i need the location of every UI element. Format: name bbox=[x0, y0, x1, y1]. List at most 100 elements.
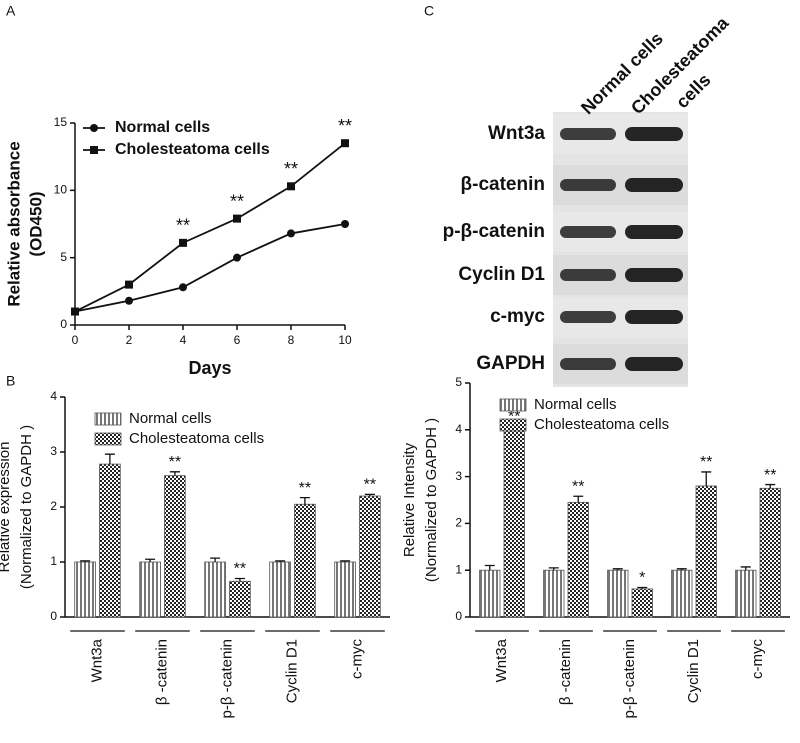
y-tick-label: 10 bbox=[54, 183, 68, 197]
x-tick-label: β -catenin bbox=[153, 639, 170, 705]
y-tick-label: 15 bbox=[54, 115, 68, 129]
significance: ** bbox=[338, 116, 352, 136]
significance: * bbox=[639, 570, 645, 587]
legend-label: Normal cells bbox=[129, 410, 212, 427]
point bbox=[287, 229, 295, 238]
x-tick-label: c-myc bbox=[749, 639, 766, 679]
error-bar bbox=[340, 560, 351, 562]
significance: ** bbox=[572, 478, 584, 495]
point bbox=[71, 307, 79, 316]
x-tick-label: p-β -catenin bbox=[621, 639, 638, 719]
error-bar bbox=[80, 560, 91, 562]
error-bar bbox=[701, 471, 712, 486]
error-bar bbox=[740, 566, 751, 571]
bar bbox=[671, 569, 693, 618]
y-axis-label: (Normalized to GAPDH ) bbox=[423, 418, 440, 582]
legend-label: Cholesteatoma cells bbox=[115, 141, 270, 158]
bar bbox=[567, 501, 589, 618]
error-bar bbox=[104, 453, 115, 465]
bar bbox=[269, 561, 291, 618]
significance: ** bbox=[764, 467, 776, 484]
significance: ** bbox=[299, 480, 311, 497]
y-tick-label: 0 bbox=[60, 317, 67, 331]
blot-row-label: GAPDH bbox=[476, 353, 545, 374]
y-tick-label: 2 bbox=[50, 499, 57, 513]
error-bar bbox=[637, 586, 648, 589]
significance: ** bbox=[364, 477, 376, 494]
legend-label: Normal cells bbox=[534, 396, 617, 413]
legend-swatch bbox=[499, 418, 527, 432]
error-bar bbox=[676, 568, 687, 571]
panel-label: B bbox=[6, 373, 15, 389]
x-tick-label: 6 bbox=[234, 333, 241, 347]
blot-band bbox=[560, 226, 616, 238]
blot-band bbox=[625, 178, 683, 192]
bar bbox=[631, 588, 653, 618]
point bbox=[233, 253, 241, 262]
x-tick-label: 8 bbox=[288, 333, 295, 347]
error-bar bbox=[145, 558, 156, 562]
error-bar bbox=[169, 471, 180, 476]
blot-band bbox=[625, 225, 683, 239]
blot-band bbox=[560, 179, 616, 191]
blot-row-label: Cyclin D1 bbox=[458, 264, 545, 285]
x-tick-label: 0 bbox=[72, 333, 79, 347]
bar bbox=[204, 561, 226, 618]
bar bbox=[503, 429, 525, 618]
bar bbox=[294, 503, 316, 618]
x-tick-label: 4 bbox=[180, 333, 187, 347]
blot-band bbox=[625, 310, 683, 324]
x-tick-label: 2 bbox=[126, 333, 133, 347]
bar bbox=[695, 485, 717, 618]
legend-swatch bbox=[499, 398, 527, 412]
point bbox=[90, 146, 98, 154]
legend-label: Cholesteatoma cells bbox=[534, 416, 669, 433]
blot-row-label: p-β-catenin bbox=[443, 221, 545, 242]
blot-band bbox=[625, 127, 683, 141]
x-tick-label: Cyclin D1 bbox=[283, 639, 300, 703]
bar bbox=[99, 463, 121, 618]
error-bar bbox=[299, 497, 310, 505]
x-tick-label: p-β -catenin bbox=[218, 639, 235, 719]
bar bbox=[139, 561, 161, 618]
y-axis-label: (OD450) bbox=[26, 191, 45, 256]
y-axis-label: Relative expression bbox=[0, 442, 13, 573]
bar bbox=[479, 569, 501, 618]
blot-band bbox=[560, 358, 616, 370]
legend-swatch bbox=[94, 432, 122, 446]
y-tick-label: 5 bbox=[455, 375, 462, 389]
significance: ** bbox=[169, 454, 181, 471]
error-bar bbox=[548, 567, 559, 571]
blot-band bbox=[625, 268, 683, 282]
x-tick-label: Wnt3a bbox=[493, 638, 510, 682]
panel-label: C bbox=[424, 3, 434, 19]
significance: ** bbox=[284, 159, 298, 179]
significance: ** bbox=[700, 454, 712, 471]
y-axis-label: Relative absorbance bbox=[4, 141, 23, 306]
bar bbox=[607, 569, 629, 618]
error-bar bbox=[364, 493, 375, 496]
point bbox=[125, 296, 133, 305]
point bbox=[90, 124, 98, 132]
y-tick-label: 0 bbox=[455, 609, 462, 623]
x-tick-label: β -catenin bbox=[557, 639, 574, 705]
point bbox=[179, 283, 187, 292]
y-axis-label: (Normalized to GAPDH ) bbox=[18, 425, 35, 589]
y-tick-label: 4 bbox=[50, 389, 57, 403]
error-bar bbox=[234, 577, 245, 582]
bar bbox=[74, 561, 96, 618]
y-axis-label: Relative Intensity bbox=[401, 442, 418, 557]
blot-band bbox=[625, 357, 683, 371]
error-bar bbox=[210, 557, 221, 562]
bar bbox=[334, 561, 356, 618]
blot-band bbox=[560, 128, 616, 140]
point bbox=[287, 182, 295, 191]
error-bar bbox=[484, 564, 495, 571]
blot-row-label: β-catenin bbox=[461, 174, 545, 195]
legend-label: Normal cells bbox=[115, 119, 210, 136]
y-tick-label: 2 bbox=[455, 516, 462, 530]
bar bbox=[759, 487, 781, 618]
series-line bbox=[74, 142, 346, 313]
legend-label: Cholesteatoma cells bbox=[129, 430, 264, 447]
